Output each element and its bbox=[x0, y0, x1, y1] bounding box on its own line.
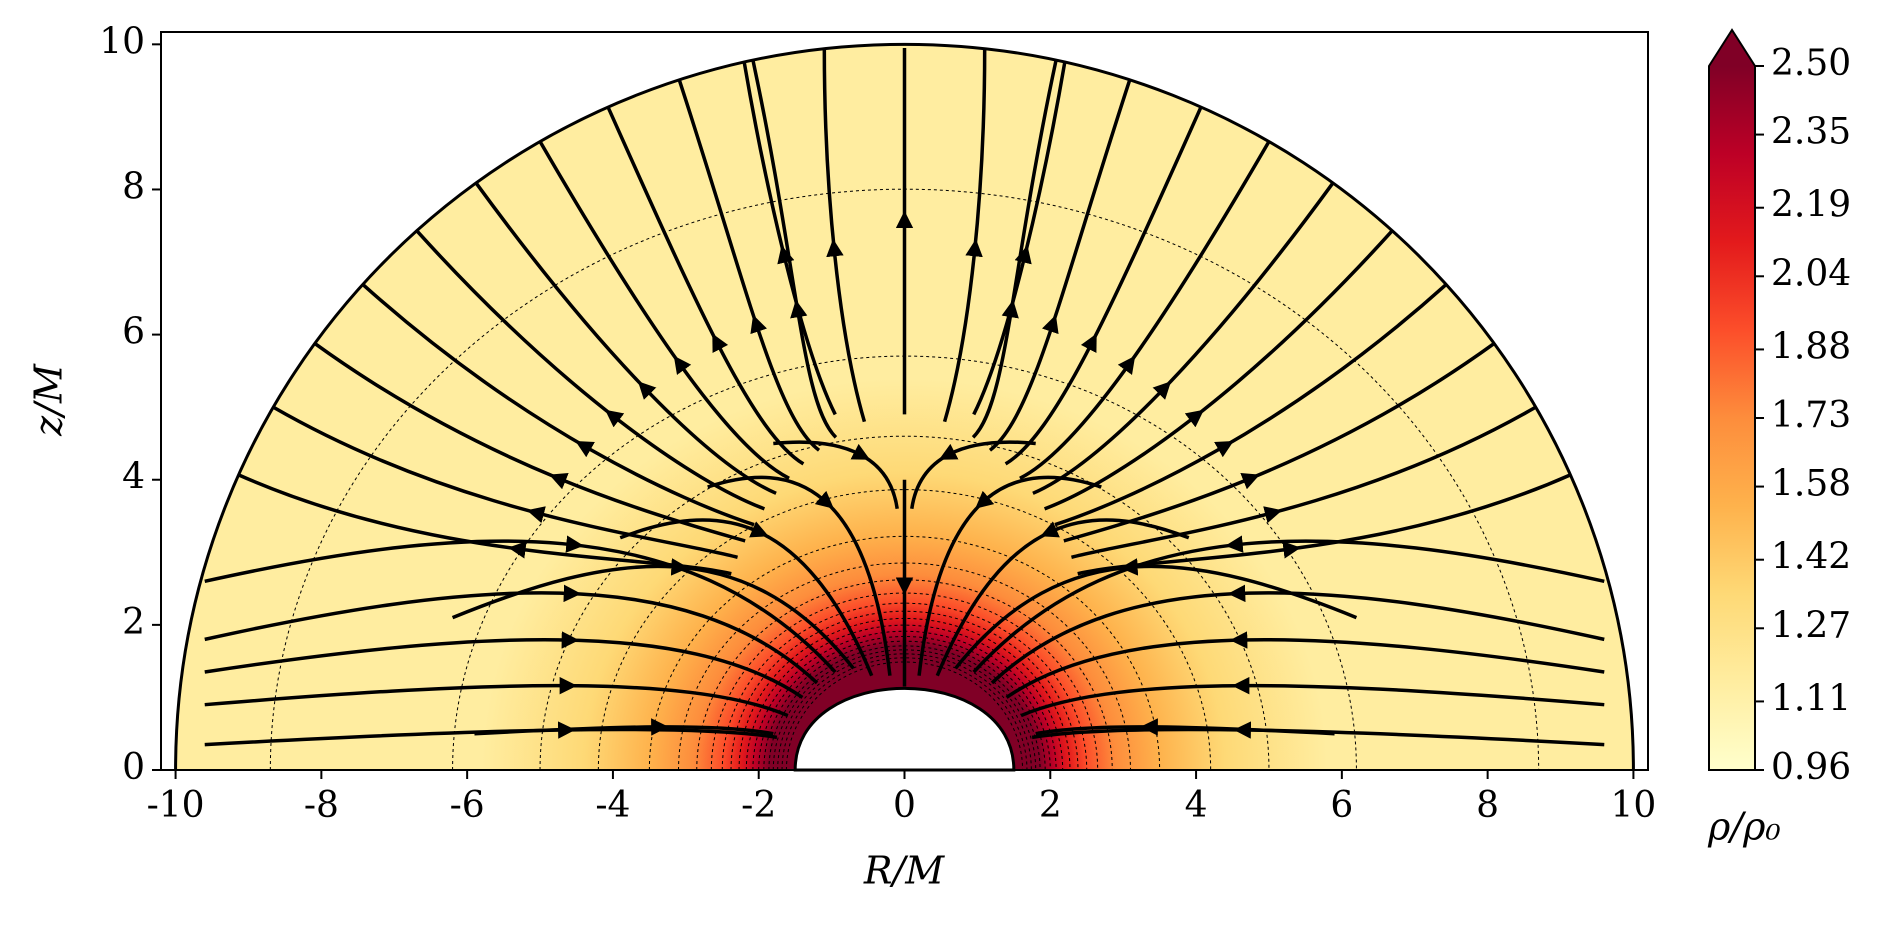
streamline bbox=[204, 539, 837, 674]
colorbar-tick-label: 2.19 bbox=[1771, 185, 1851, 226]
contour bbox=[539, 436, 1270, 771]
contour bbox=[648, 536, 1161, 771]
streamline bbox=[1005, 638, 1605, 699]
y-axis-label: z/M bbox=[27, 363, 71, 437]
contour bbox=[730, 611, 1079, 771]
colorbar-tick-label: 2.50 bbox=[1771, 43, 1851, 84]
colorbar-tick-label: 2.04 bbox=[1771, 253, 1851, 294]
x-tick-label: -10 bbox=[147, 785, 205, 826]
streamline bbox=[204, 638, 804, 699]
y-tick-label: 2 bbox=[122, 602, 145, 643]
streamline bbox=[972, 539, 1605, 674]
streamline bbox=[237, 473, 732, 576]
y-tick-label: 6 bbox=[122, 312, 145, 353]
colorbar-tick-label: 0.96 bbox=[1771, 747, 1851, 788]
contour bbox=[777, 653, 1032, 771]
colorbar-tick-label: 1.73 bbox=[1771, 395, 1851, 436]
contour bbox=[696, 580, 1113, 771]
contour bbox=[452, 356, 1357, 771]
colorbar-label: ρ/ρ₀ bbox=[1707, 805, 1781, 849]
y-tick-label: 10 bbox=[99, 21, 145, 62]
colorbar-tick-label: 2.35 bbox=[1771, 112, 1851, 153]
colorbar-tick-label: 1.11 bbox=[1771, 678, 1851, 719]
x-axis-label: R/M bbox=[863, 849, 945, 893]
contour bbox=[710, 593, 1099, 771]
streamline bbox=[204, 591, 819, 685]
x-tick-label: 10 bbox=[1611, 785, 1657, 826]
contour bbox=[678, 562, 1131, 771]
x-tick-label: -4 bbox=[595, 785, 630, 826]
colorbar-extension bbox=[1709, 30, 1755, 66]
x-tick-label: -2 bbox=[741, 785, 776, 826]
x-tick-label: -8 bbox=[304, 785, 339, 826]
streamline bbox=[1077, 473, 1572, 576]
colorbar bbox=[1709, 66, 1755, 770]
x-tick-label: 2 bbox=[1039, 785, 1062, 826]
x-tick-label: 8 bbox=[1476, 785, 1499, 826]
x-tick-label: 0 bbox=[893, 785, 916, 826]
colorbar-tick-label: 1.88 bbox=[1771, 326, 1851, 367]
colorbar-tick-label: 1.42 bbox=[1771, 537, 1851, 578]
colorbar-tick-label: 1.58 bbox=[1771, 464, 1851, 505]
x-tick-label: 6 bbox=[1330, 785, 1353, 826]
contour bbox=[597, 489, 1212, 771]
y-tick-label: 8 bbox=[122, 166, 145, 207]
contour bbox=[758, 636, 1051, 771]
colorbar-frame bbox=[1708, 28, 1756, 771]
streamline bbox=[990, 591, 1605, 685]
streamline bbox=[1020, 683, 1605, 718]
x-tick-label: -6 bbox=[450, 785, 485, 826]
streamline bbox=[204, 683, 789, 718]
colorbar-tick-label: 1.27 bbox=[1771, 605, 1851, 646]
contour bbox=[781, 657, 1028, 771]
horizon bbox=[793, 687, 1016, 772]
contour bbox=[738, 618, 1071, 771]
x-tick-label: 4 bbox=[1185, 785, 1208, 826]
y-tick-label: 4 bbox=[122, 457, 145, 498]
y-tick-label: 0 bbox=[122, 747, 145, 788]
